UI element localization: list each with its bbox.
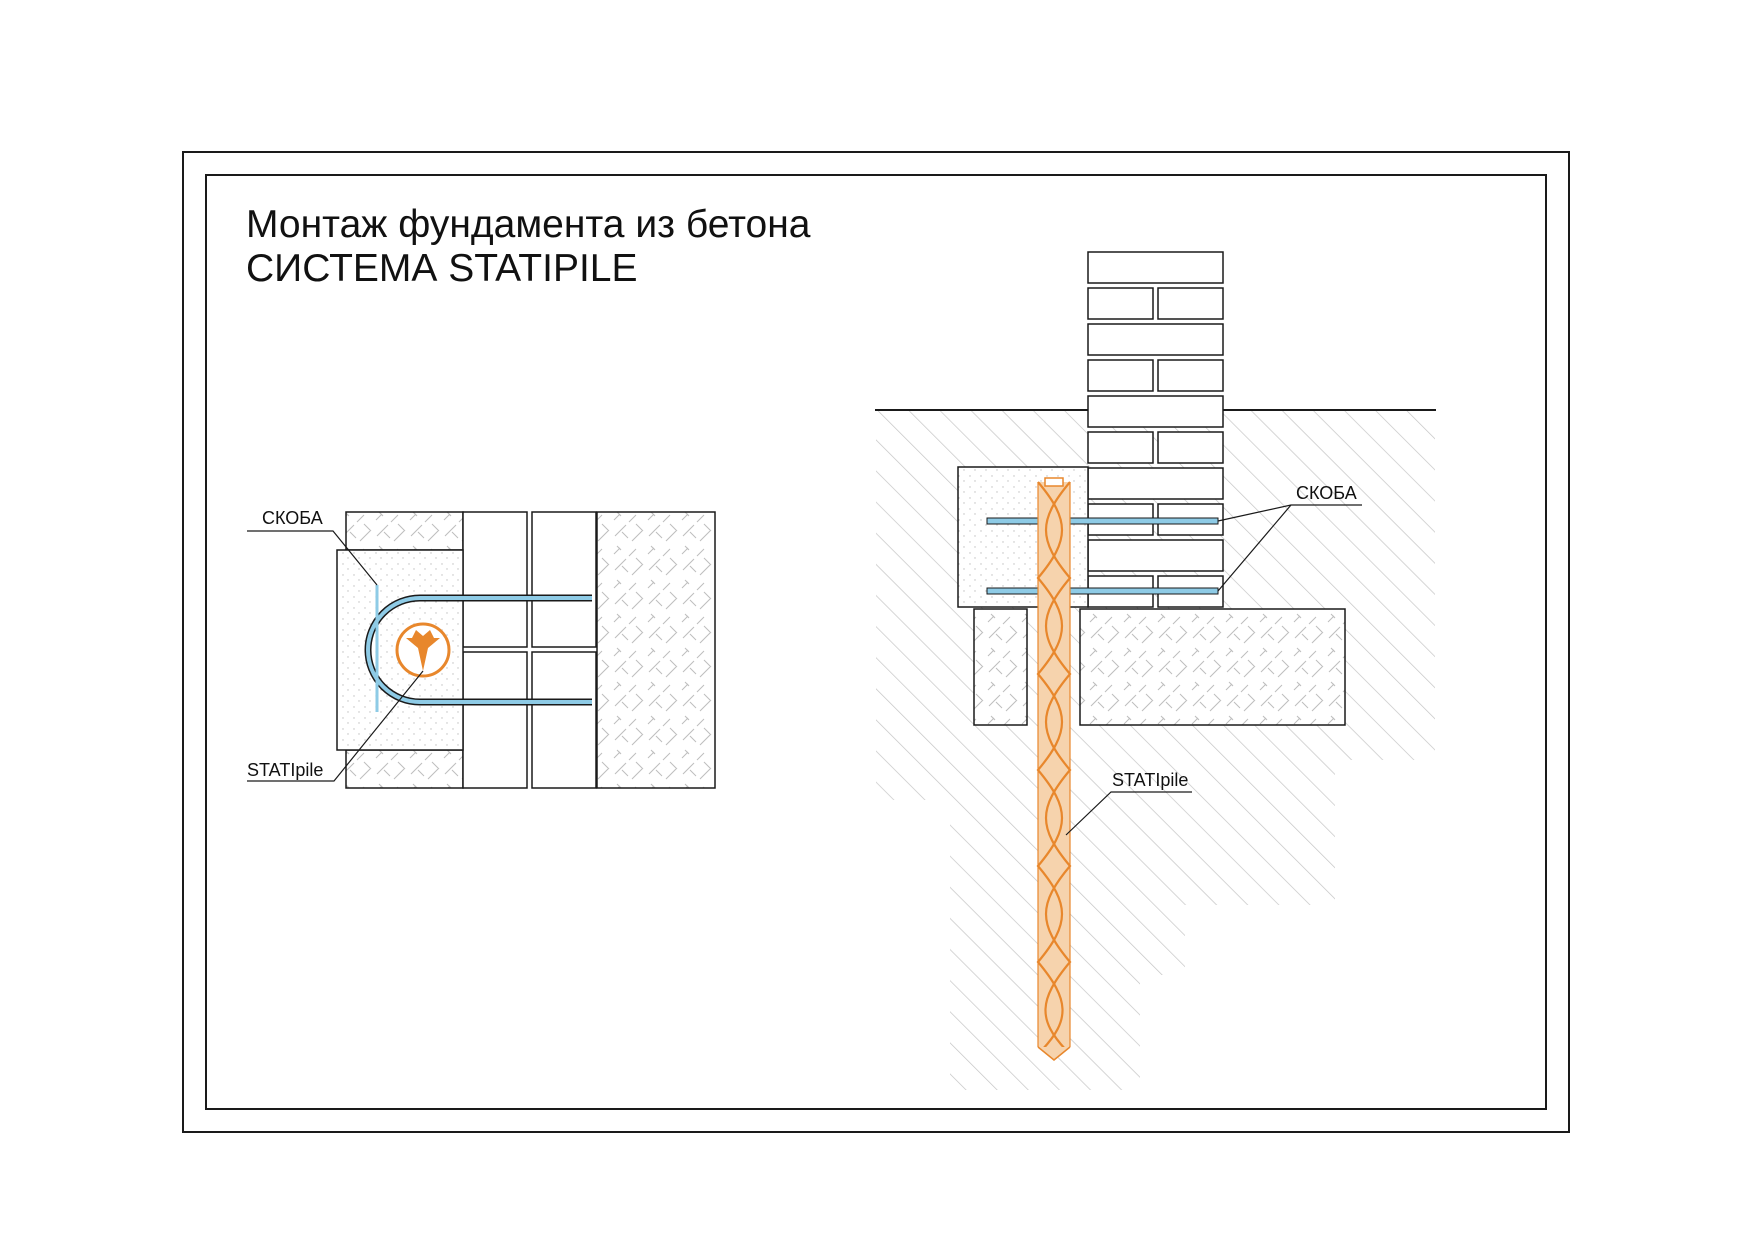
plan-brick bbox=[531, 511, 597, 648]
plan-concrete-top bbox=[345, 511, 464, 551]
brick bbox=[1087, 467, 1224, 500]
plan-brick bbox=[531, 651, 597, 789]
section-bracket-leader-lower bbox=[1217, 504, 1292, 592]
pile-arrow-top-icon bbox=[412, 630, 434, 638]
section-view: СКОБА STATIpile bbox=[875, 251, 1436, 1090]
pile-head bbox=[1044, 477, 1064, 487]
outer-frame bbox=[182, 151, 1570, 1133]
brick-column bbox=[1087, 251, 1224, 608]
plan-bracket-leader bbox=[247, 530, 378, 586]
brick bbox=[1157, 431, 1224, 464]
plan-bracket-label: СКОБА bbox=[262, 508, 323, 528]
brick bbox=[1087, 539, 1224, 572]
plan-view: СКОБА STATIpile bbox=[247, 508, 716, 789]
section-pile-label: STATIpile bbox=[1112, 770, 1188, 790]
inner-frame bbox=[205, 174, 1547, 1110]
plan-brick bbox=[462, 651, 528, 789]
title-line-2: СИСТЕМА STATIPILE bbox=[246, 247, 638, 290]
plan-pile-label: STATIpile bbox=[247, 760, 323, 780]
brick bbox=[1087, 395, 1224, 428]
brick bbox=[1087, 251, 1224, 284]
plan-pile-leader bbox=[247, 670, 424, 782]
pile-arrow-icon bbox=[406, 638, 440, 671]
plan-brick bbox=[462, 511, 528, 648]
brick bbox=[1157, 287, 1224, 320]
section-concrete-right bbox=[1079, 608, 1346, 726]
drawing-title: Монтаж фундамента из бетона СИСТЕМА STAT… bbox=[246, 203, 810, 291]
section-bracket-label: СКОБА bbox=[1296, 483, 1357, 503]
helical-pile bbox=[1036, 477, 1072, 1061]
brick bbox=[1087, 359, 1154, 392]
section-pile-leader bbox=[1065, 791, 1192, 836]
brick bbox=[1157, 359, 1224, 392]
section-bracket-lower bbox=[986, 587, 1219, 595]
section-bracket-upper bbox=[986, 517, 1219, 525]
brick bbox=[1087, 431, 1154, 464]
brick bbox=[1087, 287, 1154, 320]
title-line-1: Монтаж фундамента из бетона bbox=[246, 203, 811, 246]
section-concrete-left bbox=[973, 608, 1028, 726]
brick bbox=[1087, 323, 1224, 356]
pile-tip bbox=[1037, 1046, 1071, 1061]
plan-concrete-bottom bbox=[345, 749, 464, 789]
plan-concrete-right bbox=[596, 511, 716, 789]
